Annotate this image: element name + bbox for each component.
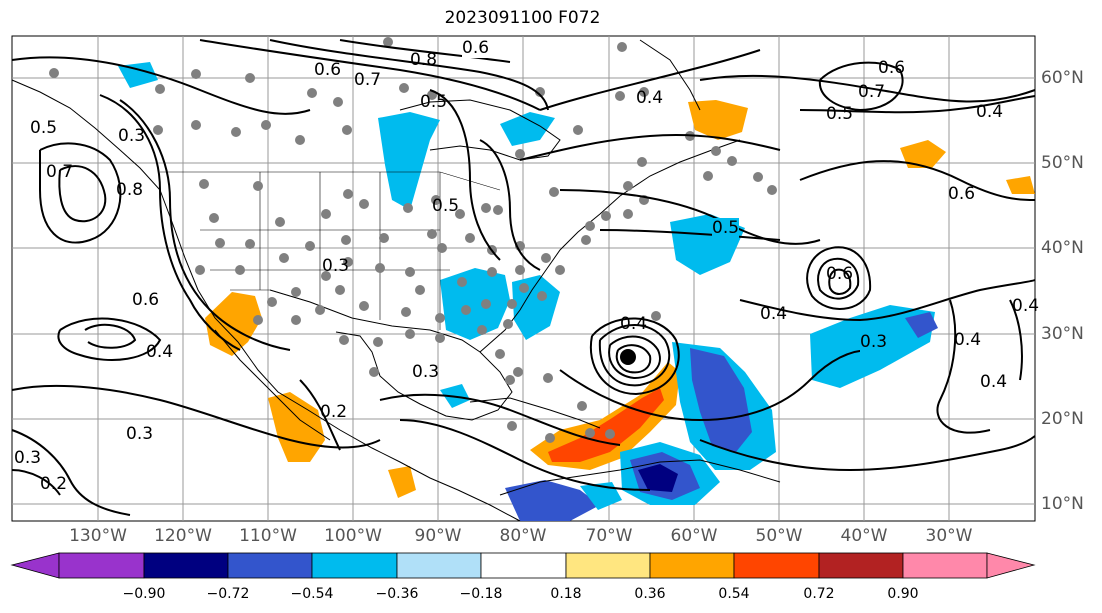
lat-label-40n: 40°N — [1041, 238, 1084, 258]
lat-label-50n: 50°N — [1041, 153, 1084, 173]
shaded-fields — [118, 62, 1035, 521]
lat-label-10n: 10°N — [1041, 494, 1084, 514]
shade-blue-mw — [378, 112, 440, 210]
contour-label: 0.6 — [132, 290, 160, 310]
shade-orange-atl2 — [1006, 176, 1035, 194]
contour-label: 0.3 — [14, 448, 42, 468]
colorbar — [10, 552, 1036, 579]
colorbar-tick: 0.54 — [718, 586, 750, 602]
contour-label: 0.3 — [412, 362, 440, 382]
contour-label: 0.7 — [354, 70, 382, 90]
shade-blue-col — [505, 480, 600, 521]
shade-blue-se-us — [440, 268, 510, 340]
lat-label-20n: 20°N — [1041, 409, 1084, 429]
contour-label: 0.7 — [858, 82, 886, 102]
colorbar-tick: 0.90 — [887, 586, 919, 602]
contours — [11, 39, 1036, 516]
shade-red-caribbean — [548, 388, 664, 462]
lon-label-130w: 130°W — [69, 526, 127, 546]
lon-label-90w: 90°W — [414, 526, 462, 546]
contour-label: 0.6 — [314, 60, 342, 80]
colorbar-high-extend — [986, 552, 1036, 579]
shade-orange-gulf-ca — [205, 292, 262, 356]
contour-label: 0.4 — [954, 330, 982, 350]
contour-label: 0.8 — [410, 50, 438, 70]
contour-label: 0.2 — [40, 474, 68, 494]
lon-label-60w: 60°W — [670, 526, 718, 546]
contour-label: 0.4 — [620, 314, 648, 334]
shade-orange-caribbean — [530, 362, 680, 470]
shade-darkblue-tropics — [690, 348, 752, 452]
shade-blue-nw — [118, 62, 158, 88]
shade-orange-lab — [688, 100, 748, 140]
contour-label: 0.5 — [432, 196, 460, 216]
colorbar-tick: −0.90 — [122, 586, 166, 602]
contour-label: 0.5 — [30, 118, 58, 138]
shade-orange-yuc — [388, 466, 416, 498]
shade-blue-hudson — [500, 112, 555, 146]
shade-darkblue-east — [905, 312, 938, 338]
contour-label: 0.3 — [126, 424, 154, 444]
lon-label-80w: 80°W — [499, 526, 547, 546]
contour-label: 0.4 — [146, 342, 174, 362]
contour-label: 0.6 — [948, 184, 976, 204]
contour-label: 0.4 — [980, 372, 1008, 392]
colorbar-low-extend — [10, 552, 60, 579]
station-dots — [49, 37, 777, 443]
lat-label-60n: 60°N — [1041, 68, 1084, 88]
colorbar-tick: 0.36 — [634, 586, 666, 602]
contour-label: 0.6 — [878, 58, 906, 78]
contour-label: 0.6 — [462, 38, 490, 58]
contour-label: 0.5 — [420, 92, 448, 112]
lon-label-50w: 50°W — [755, 526, 803, 546]
lon-label-110w: 110°W — [239, 526, 297, 546]
coast-ca — [214, 329, 331, 441]
contour-label: 0.7 — [46, 162, 74, 182]
coast-cuba — [469, 397, 601, 429]
colorbar-tick: −0.72 — [206, 586, 250, 602]
colorbar-tick: −0.36 — [375, 586, 419, 602]
contour-label: 0.8 — [116, 180, 144, 200]
coast-east-us — [479, 139, 741, 353]
contour-label: 0.4 — [976, 102, 1004, 122]
coast-sa — [499, 459, 781, 496]
lon-label-100w: 100°W — [324, 526, 382, 546]
lon-label-120w: 120°W — [154, 526, 212, 546]
lat-label-30n: 30°N — [1041, 324, 1084, 344]
contour-label: 0.6 — [826, 264, 854, 284]
contour-label: 0.5 — [826, 104, 854, 124]
lon-label-70w: 70°W — [585, 526, 633, 546]
storm-center — [620, 349, 636, 365]
contour-label: 0.4 — [1012, 296, 1040, 316]
lon-label-40w: 40°W — [840, 526, 888, 546]
colorbar-tick: 0.72 — [803, 586, 835, 602]
shade-orange-atl1 — [900, 140, 946, 168]
contour-label: 0.5 — [712, 218, 740, 238]
shade-blue-col2 — [580, 482, 622, 510]
coast-na-west — [11, 79, 521, 522]
colorbar-tick: −0.54 — [290, 586, 334, 602]
contour-label: 0.3 — [118, 126, 146, 146]
coast-hudson — [399, 99, 561, 161]
contour-label: 0.4 — [760, 304, 788, 324]
contour-label: 0.3 — [322, 256, 350, 276]
contour-label: 0.3 — [860, 332, 888, 352]
colorbar-tick: −0.18 — [459, 586, 503, 602]
map-title: 2023091100 F072 — [444, 8, 601, 28]
shade-navy-sa — [638, 464, 678, 492]
contour-label: 0.2 — [320, 402, 348, 422]
colorbar-tick: 0.18 — [550, 586, 582, 602]
graticule — [12, 36, 1035, 521]
coast-greenland — [639, 39, 701, 111]
contour-label: 0.4 — [636, 88, 664, 108]
lon-label-30w: 30°W — [925, 526, 973, 546]
